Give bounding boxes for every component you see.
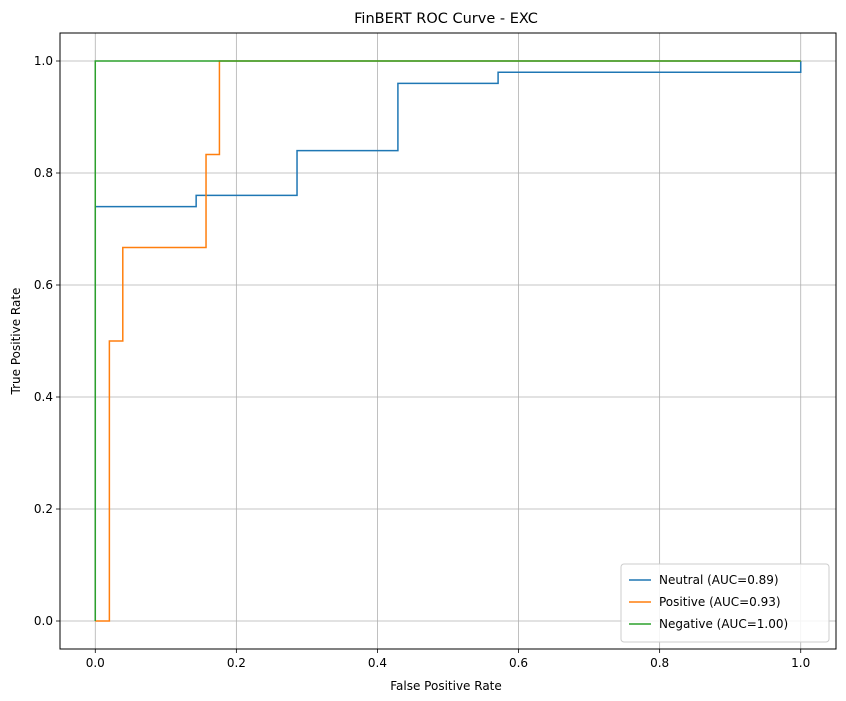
x-tick-label: 0.4 bbox=[368, 656, 387, 670]
x-tick-label: 1.0 bbox=[791, 656, 810, 670]
x-tick-label: 0.2 bbox=[227, 656, 246, 670]
series-line-2 bbox=[94, 60, 801, 621]
legend: Neutral (AUC=0.89) Positive (AUC=0.93) Neg… bbox=[620, 563, 830, 643]
legend-label-0: Neutral (AUC=0.89) bbox=[659, 573, 779, 587]
y-tick-label: 0.0 bbox=[34, 614, 53, 628]
series-layer bbox=[94, 60, 802, 622]
series-line-0 bbox=[94, 61, 802, 621]
y-axis-label: True Positive Rate bbox=[9, 288, 23, 396]
chart-title: FinBERT ROC Curve - EXC bbox=[354, 11, 538, 27]
x-axis-label: False Positive Rate bbox=[390, 679, 502, 693]
x-tick-label: 0.0 bbox=[86, 656, 105, 670]
y-tick-label: 0.4 bbox=[34, 390, 53, 404]
y-tick-label: 0.2 bbox=[34, 502, 53, 516]
y-tick-label: 0.6 bbox=[34, 278, 53, 292]
x-tick-label: 0.6 bbox=[509, 656, 528, 670]
y-tick-label: 0.8 bbox=[34, 166, 53, 180]
legend-box bbox=[620, 563, 830, 643]
series-line-1 bbox=[95, 60, 801, 622]
legend-label-2: Negative (AUC=1.00) bbox=[659, 617, 788, 631]
grid-lines bbox=[60, 33, 836, 649]
plot-frame bbox=[59, 32, 837, 650]
x-tick-label: 0.8 bbox=[650, 656, 669, 670]
y-tick-label: 1.0 bbox=[34, 54, 53, 68]
axis-ticks: 0.0 0.2 0.4 0.6 0.8 1.0 0.0 0.2 0.4 0.6 0.8 1.0 bbox=[34, 54, 810, 670]
legend-label-1: Positive (AUC=0.93) bbox=[659, 595, 781, 609]
